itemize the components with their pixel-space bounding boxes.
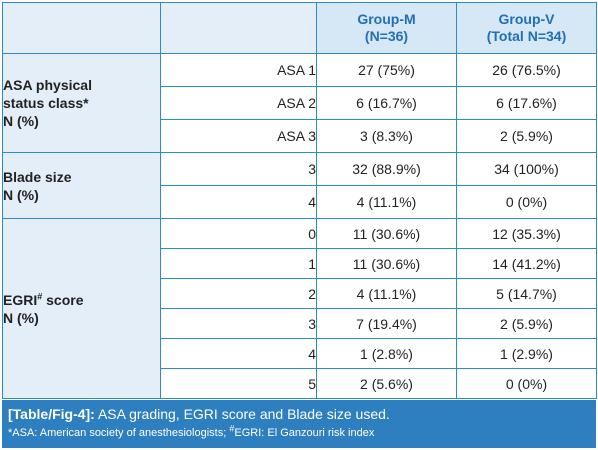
row-category: 2 bbox=[160, 278, 317, 309]
group-v-value: 34 (100%) bbox=[456, 152, 597, 186]
blade-label-line-1: Blade size bbox=[3, 168, 72, 185]
table-row: ASA 3 3 (8.3%) 2 (5.9%) bbox=[3, 119, 597, 153]
group-v-value: 12 (35.3%) bbox=[456, 218, 597, 249]
table-row: 1 11 (30.6%) 14 (41.2%) bbox=[3, 248, 597, 279]
group-v-value: 2 (5.9%) bbox=[456, 308, 597, 339]
group-m-title: Group-M bbox=[357, 11, 416, 27]
row-category: 4 bbox=[160, 185, 317, 219]
group-m-value: 7 (19.4%) bbox=[316, 308, 457, 339]
header-group-v: Group-V (Total N=34) bbox=[456, 2, 597, 54]
group-m-count: (N=36) bbox=[364, 28, 409, 44]
row-category: 3 bbox=[160, 308, 317, 339]
egri-label-sup: # bbox=[37, 290, 43, 301]
row-category: 3 bbox=[160, 152, 317, 186]
group-v-value: 14 (41.2%) bbox=[456, 248, 597, 279]
group-m-value: 2 (5.6%) bbox=[316, 368, 457, 399]
header-blank-cell-1 bbox=[2, 2, 161, 54]
egri-label-after: score bbox=[42, 291, 84, 308]
group-v-value: 2 (5.9%) bbox=[456, 119, 597, 153]
row-category: 4 bbox=[160, 338, 317, 369]
footnote-part-2: EGRI: El Ganzouri risk index bbox=[234, 427, 375, 439]
table-header-row: Group-M (N=36) Group-V (Total N=34) bbox=[2, 2, 597, 54]
row-category: ASA 3 bbox=[160, 119, 317, 153]
egri-group-label: EGRI# score N (%) bbox=[2, 218, 161, 399]
group-v-value: 0 (0%) bbox=[456, 368, 597, 399]
group-m-value: 4 (11.1%) bbox=[316, 278, 457, 309]
group-m-value: 11 (30.6%) bbox=[316, 218, 457, 249]
group-m-value: 27 (75%) bbox=[316, 53, 457, 87]
table-row: ASA 2 6 (16.7%) 6 (17.6%) bbox=[3, 86, 597, 120]
row-category: ASA 1 bbox=[160, 53, 317, 87]
caption-label: [Table/Fig-4]: bbox=[8, 406, 95, 422]
group-v-value: 0 (0%) bbox=[456, 185, 597, 219]
table-row: 4 1 (2.8%) 1 (2.9%) bbox=[3, 338, 597, 369]
table-row: 2 4 (11.1%) 5 (14.7%) bbox=[3, 278, 597, 309]
row-category: 0 bbox=[160, 218, 317, 249]
table-row: Blade size N (%) 3 32 (88.9%) 34 (100%) bbox=[2, 152, 597, 219]
group-m-value: 6 (16.7%) bbox=[316, 86, 457, 120]
group-m-value: 4 (11.1%) bbox=[316, 185, 457, 219]
egri-label-line-2: N (%) bbox=[3, 309, 39, 326]
row-category: 1 bbox=[160, 248, 317, 279]
header-group-m: Group-M (N=36) bbox=[316, 2, 457, 54]
asa-group-label: ASA physical status class* N (%) bbox=[2, 53, 161, 153]
asa-label-line-1: ASA physical bbox=[3, 77, 92, 93]
caption-text: ASA grading, EGRI score and Blade size u… bbox=[94, 406, 390, 422]
group-v-value: 5 (14.7%) bbox=[456, 278, 597, 309]
group-m-value: 3 (8.3%) bbox=[316, 119, 457, 153]
table-row: 3 7 (19.4%) 2 (5.9%) bbox=[3, 308, 597, 339]
egri-label-text: EGRI bbox=[3, 291, 38, 308]
asa-label-line-3: N (%) bbox=[3, 113, 39, 129]
group-m-value: 11 (30.6%) bbox=[316, 248, 457, 279]
table-caption: [Table/Fig-4]: ASA grading, EGRI score a… bbox=[2, 400, 596, 448]
footnote-sup: # bbox=[229, 423, 235, 434]
blade-label-line-2: N (%) bbox=[3, 186, 39, 203]
row-category: 5 bbox=[160, 368, 317, 399]
group-v-title: Group-V bbox=[498, 11, 555, 27]
egri-label-line-1: EGRI# score bbox=[3, 291, 160, 309]
caption-footnote: *ASA: American society of anesthesiologi… bbox=[8, 423, 590, 441]
row-category: ASA 2 bbox=[160, 86, 317, 120]
group-v-count: (Total N=34) bbox=[486, 28, 567, 44]
asa-label-line-2: status class* bbox=[3, 95, 89, 111]
header-blank-cell-2 bbox=[160, 2, 317, 54]
group-v-value: 6 (17.6%) bbox=[456, 86, 597, 120]
group-m-value: 32 (88.9%) bbox=[316, 152, 457, 186]
footnote-part-1: *ASA: American society of anesthesiologi… bbox=[8, 427, 230, 439]
results-table: Group-M (N=36) Group-V (Total N=34) ASA … bbox=[2, 2, 597, 399]
table-row: ASA physical status class* N (%) ASA 1 2… bbox=[2, 53, 597, 153]
table-row: EGRI# score N (%) 0 11 (30.6%) 12 (35.3%… bbox=[2, 218, 597, 399]
caption-title-line: [Table/Fig-4]: ASA grading, EGRI score a… bbox=[8, 405, 590, 423]
group-v-value: 26 (76.5%) bbox=[456, 53, 597, 87]
group-v-value: 1 (2.9%) bbox=[456, 338, 597, 369]
blade-size-group-label: Blade size N (%) bbox=[2, 152, 161, 219]
table-row: 4 4 (11.1%) 0 (0%) bbox=[3, 185, 597, 219]
table-row: 5 2 (5.6%) 0 (0%) bbox=[3, 368, 597, 399]
group-m-value: 1 (2.8%) bbox=[316, 338, 457, 369]
